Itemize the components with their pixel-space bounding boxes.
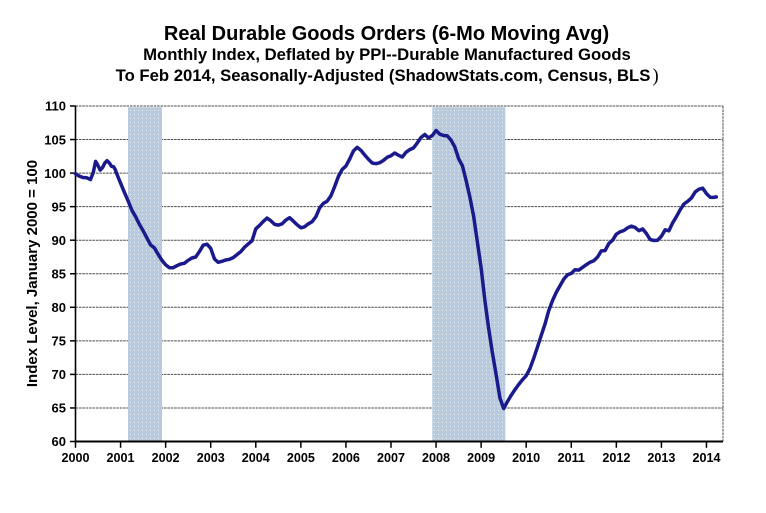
- svg-text:2004: 2004: [242, 451, 270, 465]
- svg-text:95: 95: [52, 199, 66, 214]
- svg-text:2003: 2003: [197, 451, 225, 465]
- svg-text:100: 100: [44, 166, 66, 181]
- svg-text:2001: 2001: [107, 451, 135, 465]
- svg-text:60: 60: [52, 434, 66, 449]
- svg-text:): ): [653, 67, 659, 87]
- svg-text:Index Level, January 2000 = 10: Index Level, January 2000 = 100: [24, 160, 41, 387]
- svg-text:2000: 2000: [61, 451, 89, 465]
- svg-text:2012: 2012: [602, 451, 630, 465]
- svg-text:90: 90: [52, 233, 66, 248]
- svg-text:2010: 2010: [512, 451, 540, 465]
- svg-text:Real Durable Goods Orders (6-M: Real Durable Goods Orders (6-Mo Moving A…: [164, 23, 609, 45]
- svg-text:2002: 2002: [152, 451, 180, 465]
- svg-text:2014: 2014: [692, 451, 720, 465]
- svg-text:Monthly Index, Deflated by PPI: Monthly Index, Deflated by PPI--Durable …: [143, 45, 631, 64]
- svg-text:80: 80: [52, 300, 66, 315]
- svg-text:75: 75: [52, 334, 66, 349]
- svg-text:2009: 2009: [467, 451, 495, 465]
- svg-text:85: 85: [52, 266, 66, 281]
- svg-text:To Feb 2014, Seasonally-Adjust: To Feb 2014, Seasonally-Adjusted (Shadow…: [116, 66, 651, 85]
- svg-text:2011: 2011: [558, 451, 585, 465]
- svg-text:2007: 2007: [377, 451, 405, 465]
- svg-text:2008: 2008: [422, 451, 450, 465]
- svg-text:2006: 2006: [332, 451, 360, 465]
- svg-text:2005: 2005: [287, 451, 315, 465]
- svg-text:70: 70: [52, 367, 66, 382]
- svg-text:2013: 2013: [647, 451, 675, 465]
- svg-text:105: 105: [44, 132, 66, 147]
- svg-text:110: 110: [45, 99, 66, 114]
- svg-text:65: 65: [52, 401, 66, 416]
